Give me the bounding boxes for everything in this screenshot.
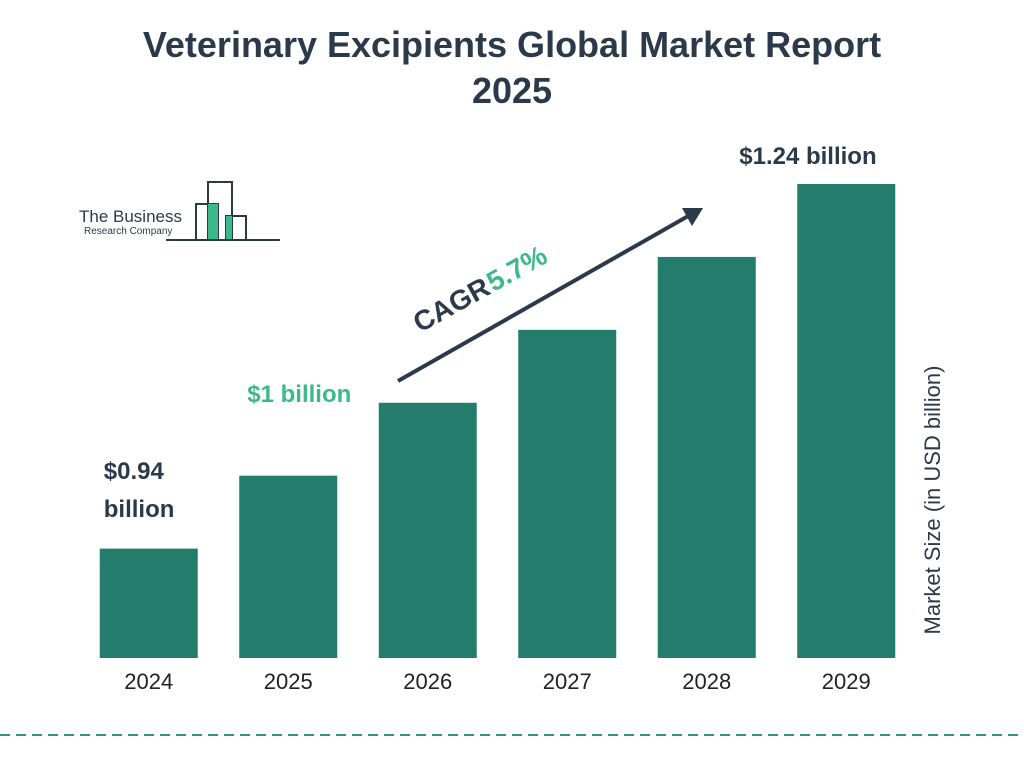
cagr-arrow	[397, 213, 691, 383]
chart-title: Veterinary Excipients Global Market Repo…	[143, 24, 881, 111]
logo-shape	[208, 204, 218, 240]
bar	[378, 402, 477, 658]
x-tick-label: 2025	[264, 669, 313, 694]
value-label: $1 billion	[247, 380, 352, 408]
x-tick-label: 2024	[124, 669, 173, 694]
y-axis-label: Market Size (in USD billion)	[920, 366, 945, 635]
x-tick-label: 2027	[543, 669, 592, 694]
cagr: CAGR 5.7%	[408, 239, 552, 338]
x-tick-label: 2026	[403, 669, 452, 694]
cagr-label: CAGR	[408, 271, 495, 338]
logo-text: The Business	[79, 207, 182, 226]
value-label: $1.24 billion	[739, 143, 877, 170]
logo-text: Research Company	[84, 226, 172, 237]
value-label: $0.94 billion	[103, 457, 175, 523]
bar	[797, 184, 896, 658]
bar	[657, 256, 756, 658]
bar	[239, 475, 338, 658]
cagr-value: 5.7%	[481, 239, 552, 297]
bar	[518, 329, 617, 658]
x-tick-label: 2028	[682, 669, 731, 694]
logo-shape	[226, 216, 232, 240]
logo: The Business Research Company	[79, 181, 280, 241]
cagr-arrowhead	[682, 208, 703, 226]
bar	[99, 548, 198, 658]
x-tick-label: 2029	[822, 669, 871, 694]
